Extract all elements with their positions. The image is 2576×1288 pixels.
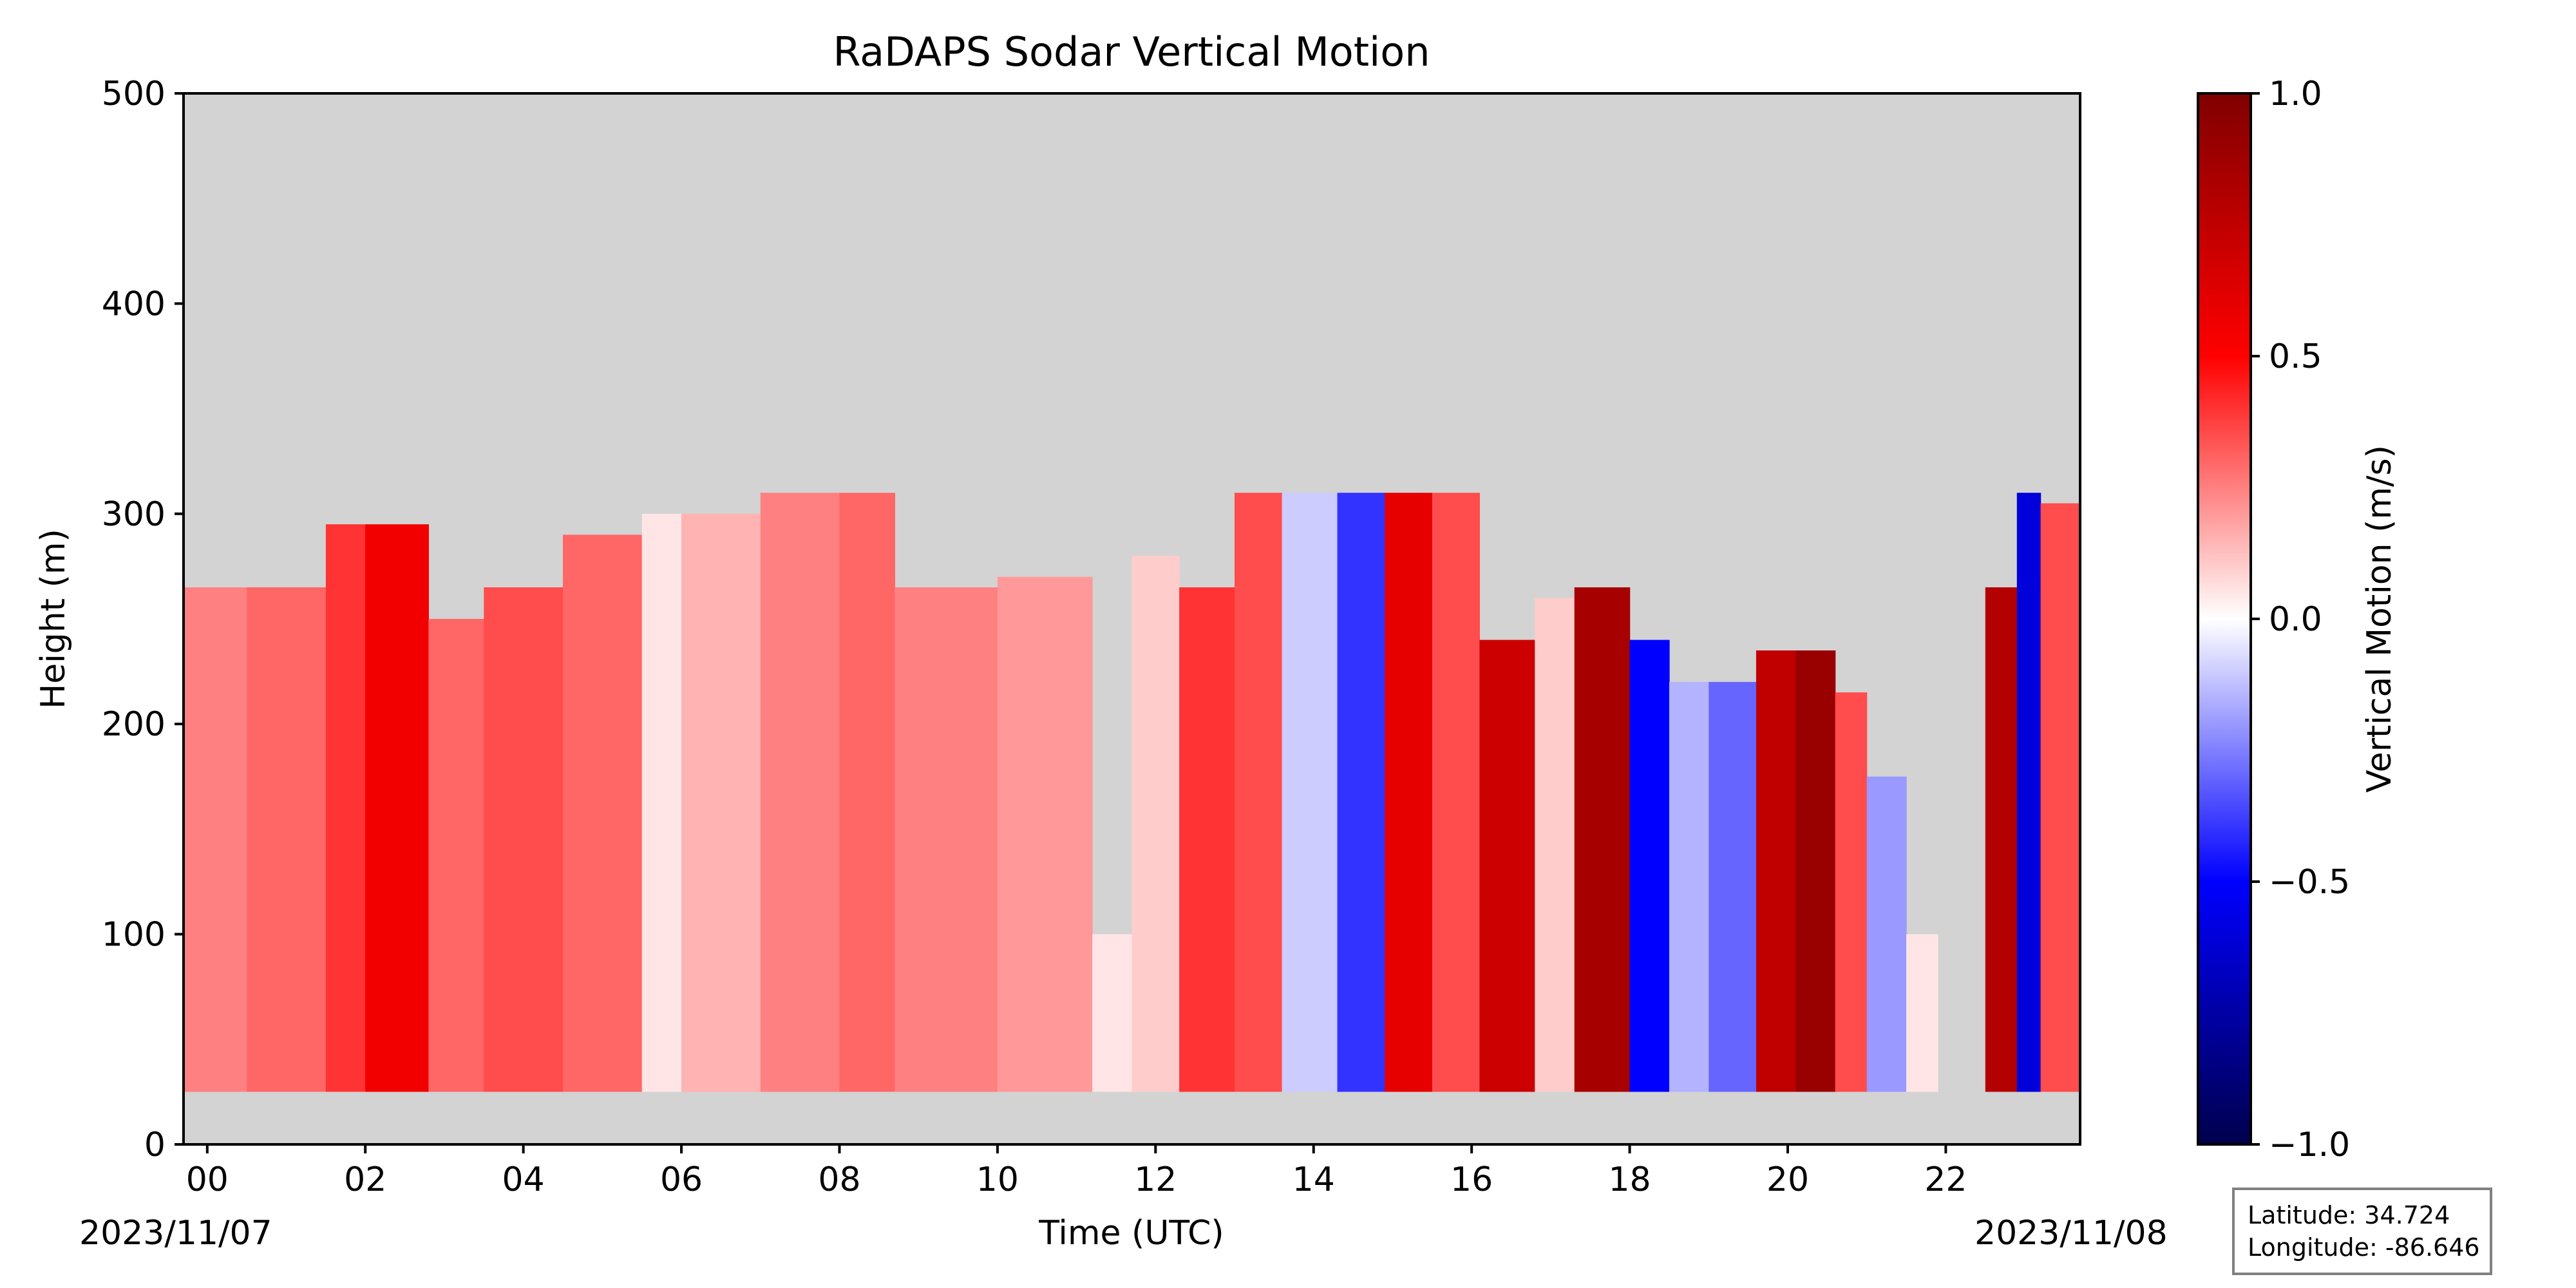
x-tick-label: 18 (1608, 1160, 1651, 1199)
x-tick-label: 12 (1134, 1160, 1177, 1199)
colorbar (2197, 92, 2252, 1146)
latitude-text: Latitude: 34.724 (2248, 1201, 2450, 1229)
data-segment (1432, 493, 1480, 1092)
colorbar-tick-label: −1.0 (2269, 1126, 2350, 1164)
data-segment (895, 587, 998, 1092)
data-segment (247, 587, 327, 1092)
data-segment (1535, 598, 1575, 1092)
data-segment (997, 576, 1093, 1092)
end-date-label: 2023/11/08 (1975, 1214, 2168, 1253)
colorbar-ticks: 1.0 0.5 0.0 −0.5 −1.0 (2251, 75, 2350, 1164)
y-tick-label: 500 (102, 75, 166, 113)
data-segment (641, 513, 682, 1092)
y-axis-label: Height (m) (34, 529, 73, 709)
data-segment (1709, 681, 1757, 1092)
data-segment (1092, 934, 1133, 1092)
colorbar-tick-label: −0.5 (2269, 863, 2350, 902)
data-segment (1479, 639, 1535, 1092)
colorbar-label: Vertical Motion (m/s) (2360, 445, 2399, 793)
data-segment (681, 513, 761, 1092)
x-tick-label: 14 (1293, 1160, 1335, 1199)
colorbar-tick-label: 0.5 (2269, 337, 2322, 376)
data-segment (1132, 556, 1180, 1092)
data-field (184, 493, 2080, 1092)
data-segment (484, 587, 564, 1092)
data-segment (563, 535, 643, 1092)
data-segment (1866, 776, 1907, 1092)
x-tick-label: 02 (344, 1160, 386, 1199)
x-tick-label: 08 (818, 1160, 860, 1199)
data-segment (1835, 692, 1868, 1092)
y-tick-label: 200 (102, 705, 166, 744)
x-axis-label: Time (UTC) (1038, 1214, 1224, 1253)
y-tick-label: 100 (102, 916, 166, 954)
y-tick-label: 300 (102, 495, 166, 534)
start-date-label: 2023/11/07 (79, 1214, 272, 1253)
colorbar-tick-label: 1.0 (2269, 75, 2322, 113)
x-tick-label: 16 (1450, 1160, 1493, 1199)
chart-title: RaDAPS Sodar Vertical Motion (833, 28, 1430, 75)
data-segment (1337, 493, 1385, 1092)
data-segment (1669, 681, 1709, 1092)
plot-frame (182, 92, 2081, 1146)
y-tick-label: 0 (144, 1126, 166, 1164)
data-segment (1756, 650, 1796, 1092)
data-segment (1906, 934, 1938, 1092)
data-segment (428, 619, 484, 1092)
data-segment (1985, 587, 2018, 1092)
data-segment (839, 493, 895, 1092)
data-segment (2016, 493, 2041, 1092)
x-tick-label: 20 (1766, 1160, 1809, 1199)
data-segment (365, 524, 429, 1092)
longitude-text: Longitude: -86.646 (2248, 1233, 2480, 1262)
data-segment (1235, 493, 1283, 1092)
location-infobox: Latitude: 34.724 Longitude: -86.646 (2232, 1188, 2492, 1275)
data-segment (1629, 639, 1670, 1092)
data-segment (184, 587, 247, 1092)
y-tick-label: 400 (102, 285, 166, 323)
data-segment (1795, 650, 1836, 1092)
x-tick-label: 10 (976, 1160, 1019, 1199)
x-tick-label: 22 (1924, 1160, 1967, 1199)
x-tick-label: 04 (502, 1160, 545, 1199)
x-axis: 00 02 04 06 08 10 12 14 16 18 20 22 (186, 1144, 1967, 1199)
data-segment (2040, 503, 2080, 1092)
data-segment (1574, 587, 1631, 1092)
data-segment (1282, 493, 1338, 1092)
data-segment (1179, 587, 1235, 1092)
data-segment (1385, 493, 1433, 1092)
x-tick-label: 00 (186, 1160, 229, 1199)
colorbar-tick-label: 0.0 (2269, 600, 2322, 639)
data-segment (760, 493, 840, 1092)
data-segment (325, 524, 366, 1092)
x-tick-label: 06 (660, 1160, 703, 1199)
y-axis: 0 100 200 300 400 500 (102, 75, 184, 1164)
